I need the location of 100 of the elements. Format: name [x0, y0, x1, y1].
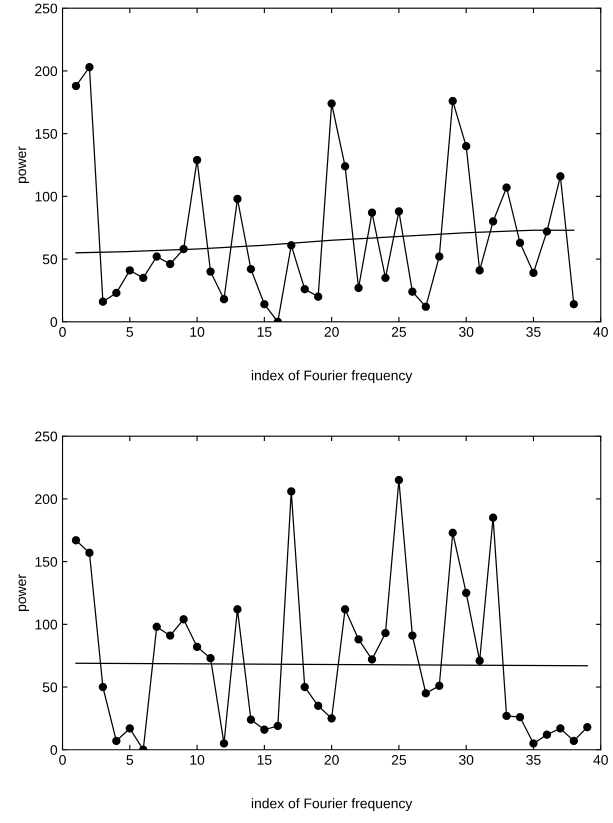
y-tick-label: 100: [36, 192, 58, 202]
point: [488, 217, 498, 226]
point: [516, 712, 524, 722]
point: [583, 723, 592, 732]
x-tick-label: 30: [458, 754, 474, 765]
y-axis-title: power: [18, 146, 29, 184]
y-tick-label: 50: [42, 254, 58, 264]
x-axis-title: index of Fourier frequency: [252, 798, 412, 812]
point: [502, 183, 511, 192]
point: [394, 207, 404, 216]
x-tick-label: 25: [392, 754, 406, 765]
point: [475, 266, 484, 275]
x-tick-label: 15: [258, 327, 272, 337]
x-axis-title: index of Fourier frequency: [252, 370, 412, 384]
point: [314, 702, 322, 710]
point: [287, 487, 296, 496]
point: [448, 528, 457, 537]
point: [233, 194, 242, 204]
point: [381, 274, 390, 282]
point: [260, 726, 269, 734]
point: [314, 292, 322, 301]
y-tick-label: 150: [36, 128, 58, 139]
y-tick-label: 150: [36, 556, 58, 567]
point: [340, 605, 350, 614]
point: [556, 724, 565, 733]
point: [206, 654, 215, 662]
x-tick-label: 20: [324, 327, 339, 337]
point: [556, 172, 565, 180]
point: [72, 82, 80, 90]
point: [529, 268, 538, 278]
x-tick-label: 15: [258, 755, 272, 765]
x-tick-label: 35: [526, 327, 541, 337]
point: [98, 682, 108, 692]
point: [112, 288, 121, 298]
point: [422, 689, 430, 698]
point: [126, 266, 134, 275]
x-tick-label: 0: [59, 327, 66, 337]
point: [394, 476, 404, 484]
y-tick-label: 50: [42, 682, 58, 692]
point: [529, 739, 538, 748]
point: [435, 252, 444, 261]
point: [152, 622, 161, 632]
x-tick-label: 20: [324, 754, 339, 765]
y-tick-label: 0: [50, 317, 58, 327]
point: [166, 260, 174, 268]
point: [300, 682, 309, 692]
point: [435, 682, 444, 690]
point: [220, 739, 228, 748]
y-tick-label: 250: [35, 432, 58, 442]
point: [462, 142, 470, 150]
point: [192, 642, 202, 652]
x-tick-label: 35: [526, 754, 541, 765]
x-tick-label: 5: [126, 327, 134, 337]
point: [179, 615, 188, 624]
point: [381, 628, 390, 638]
y-tick-label: 200: [35, 66, 58, 76]
point: [448, 96, 457, 106]
point: [300, 285, 309, 294]
point: [152, 252, 161, 261]
point: [98, 298, 108, 306]
point: [408, 631, 417, 640]
point: [475, 656, 484, 665]
point: [85, 548, 94, 558]
point: [112, 736, 121, 746]
point: [233, 605, 242, 614]
point: [368, 655, 376, 664]
point: [192, 156, 202, 164]
point: [542, 730, 552, 739]
x-tick-label: 30: [458, 327, 474, 337]
point: [340, 162, 350, 170]
point: [220, 295, 228, 304]
point: [260, 300, 269, 308]
point: [570, 736, 578, 746]
point: [85, 63, 94, 72]
x-tick-label: 0: [59, 754, 66, 765]
point: [502, 712, 511, 720]
point: [422, 302, 430, 311]
x-tick-label: 25: [392, 327, 406, 337]
x-tick-label: 40: [593, 327, 608, 337]
x-tick-label: 40: [593, 754, 608, 765]
point: [246, 264, 256, 274]
point: [354, 284, 363, 292]
point: [72, 536, 80, 544]
point: [166, 631, 174, 640]
point: [516, 238, 524, 247]
y-tick-label: 0: [50, 745, 58, 755]
point: [408, 288, 417, 296]
point: [206, 267, 215, 276]
y-axis-title: power: [18, 574, 29, 611]
point: [246, 715, 256, 724]
point: [462, 588, 470, 598]
point: [488, 514, 498, 522]
point: [570, 300, 578, 308]
point: [139, 274, 148, 282]
point: [354, 635, 363, 644]
point: [327, 714, 336, 723]
y-tick-label: 200: [35, 494, 58, 504]
point: [126, 724, 134, 733]
y-tick-label: 250: [35, 4, 58, 14]
point: [368, 208, 376, 217]
